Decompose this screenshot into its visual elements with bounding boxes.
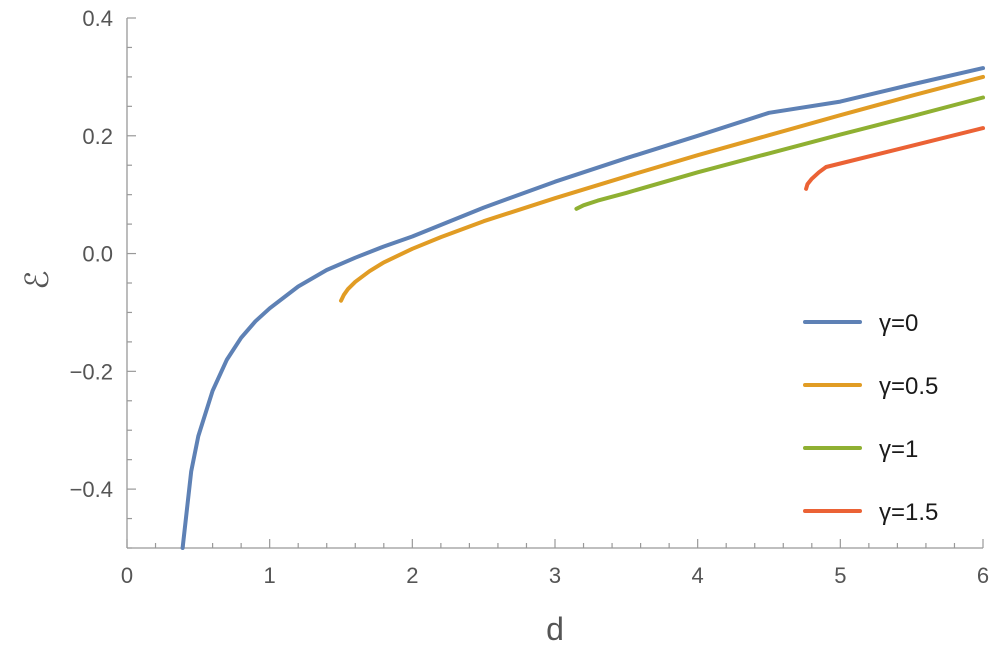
x-tick-label: 4	[692, 563, 704, 588]
legend-label-3: γ=1.5	[879, 499, 938, 526]
y-axis-title: ℰ	[19, 270, 55, 289]
x-tick-label: 3	[549, 563, 561, 588]
series-lines	[180, 66, 985, 550]
y-tick-label: −0.2	[70, 359, 113, 384]
legend-label-1: γ=0.5	[879, 373, 938, 400]
y-tick-label: 0.0	[82, 242, 113, 267]
x-tick-label: 2	[406, 563, 418, 588]
x-tick-label: 5	[834, 563, 846, 588]
ticks: 0 1 2 3 4 5 6 −0.4 −0.2 0.0 0.2 0.4	[70, 6, 990, 588]
y-tick-label: 0.4	[82, 6, 113, 31]
series-line-0	[180, 66, 985, 550]
y-tick-label: −0.4	[70, 477, 113, 502]
x-tick-label: 1	[264, 563, 276, 588]
x-tick-label: 0	[121, 563, 133, 588]
series-line-2	[574, 95, 985, 211]
series-line-1	[339, 74, 985, 303]
series-line-3	[804, 126, 985, 191]
x-axis-title: d	[546, 611, 564, 647]
legend-label-2: γ=1	[879, 436, 918, 463]
legend: γ=0 γ=0.5 γ=1 γ=1.5	[803, 310, 938, 526]
legend-label-0: γ=0	[879, 310, 918, 337]
y-tick-label: 0.2	[82, 124, 113, 149]
x-tick-label: 6	[977, 563, 989, 588]
